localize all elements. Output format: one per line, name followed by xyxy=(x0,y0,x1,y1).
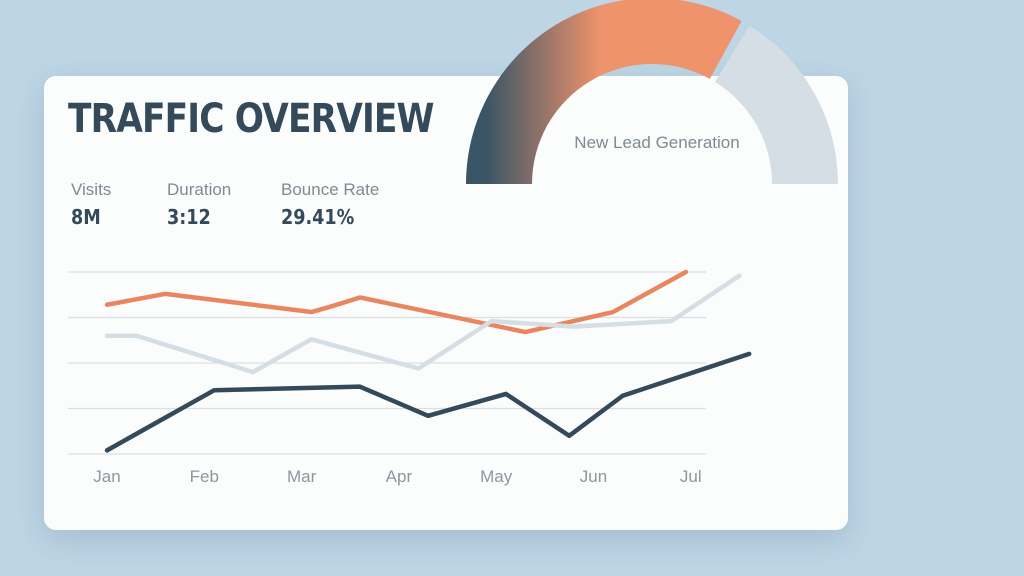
series-line-2 xyxy=(104,273,742,375)
page-title: TRAFFIC OVERVIEW xyxy=(68,96,434,142)
x-tick-label: Feb xyxy=(190,467,219,486)
metric-label: Bounce Rate xyxy=(281,180,380,199)
x-tick-label: May xyxy=(480,467,513,486)
gauge-fill xyxy=(466,0,742,184)
gauge-label: New Lead Generation xyxy=(574,133,739,152)
x-tick-label: Jun xyxy=(580,467,607,486)
series-line-3 xyxy=(104,351,752,453)
metric-duration: Duration 3:12 xyxy=(167,180,231,229)
metric-value: 29.41% xyxy=(281,205,355,229)
x-tick-label: Apr xyxy=(386,467,413,486)
metric-value: 8M xyxy=(71,205,101,229)
traffic-overview-card: TRAFFIC OVERVIEW Visits 8M Duration 3:12… xyxy=(44,76,848,530)
x-tick-label: Jul xyxy=(680,467,702,486)
x-tick-label: Jan xyxy=(93,467,120,486)
metric-visits: Visits 8M xyxy=(71,180,111,229)
metric-bounce-rate: Bounce Rate 29.41% xyxy=(281,180,379,229)
x-tick-label: Mar xyxy=(287,467,317,486)
metric-label: Duration xyxy=(167,180,232,199)
metric-value: 3:12 xyxy=(167,205,211,229)
metric-label: Visits xyxy=(71,180,112,199)
series-line-1 xyxy=(104,269,689,335)
traffic-line-chart: Jan Feb Mar Apr May Jun Jul xyxy=(68,269,752,486)
gauge-track xyxy=(714,25,838,184)
